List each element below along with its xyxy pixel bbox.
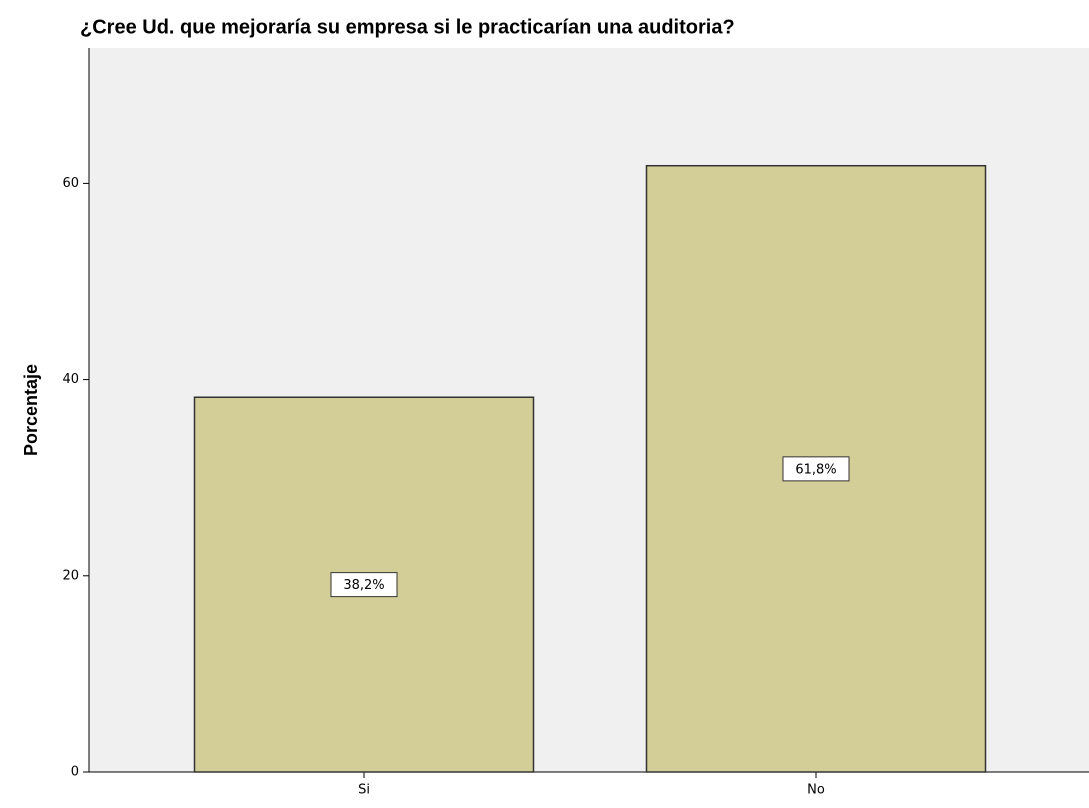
x-tick-label: No <box>807 783 825 798</box>
chart-title: ¿Cree Ud. que mejoraría su empresa si le… <box>80 16 735 38</box>
value-label: 38,2% <box>343 578 384 593</box>
x-tick-label: Si <box>358 783 370 798</box>
value-label-box <box>782 456 850 482</box>
y-tick-label: 60 <box>62 176 79 191</box>
y-tick-label: 20 <box>62 568 79 583</box>
y-tick-label: 40 <box>62 372 79 387</box>
y-tick-label: 0 <box>71 765 79 780</box>
value-label: 61,8% <box>795 462 836 477</box>
value-label-box <box>330 572 398 598</box>
y-axis-title: Porcentaje <box>21 364 41 456</box>
